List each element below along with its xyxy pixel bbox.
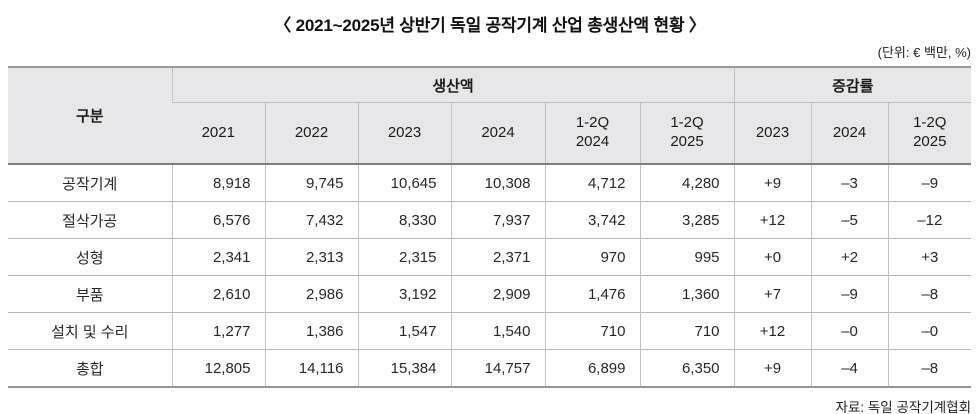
value-cell: 710 [639,312,735,350]
change-cell: +12 [733,201,812,239]
value-cell: 3,285 [639,201,735,239]
value-cell: 4,280 [639,164,735,202]
value-cell: 1,386 [264,312,358,350]
table-row: 총합 12,805 14,116 15,384 14,757 6,899 6,3… [8,349,972,387]
change-cell: –4 [810,349,889,387]
table-row: 절삭가공 6,576 7,432 8,330 7,937 3,742 3,285… [8,201,972,239]
value-cell: 8,330 [357,201,451,239]
page-title: 〈 2021~2025년 상반기 독일 공작기계 산업 총생산액 현황 〉 [274,16,706,35]
value-cell: 1,277 [171,312,265,350]
production-table: 구분 생산액 증감률 2021 2022 2023 2024 1-2Q 2024… [8,66,972,388]
table-header: 구분 생산액 증감률 2021 2022 2023 2024 1-2Q 2024… [8,67,972,164]
table-body: 공작기계 8,918 9,745 10,645 10,308 4,712 4,2… [8,164,972,387]
value-cell: 995 [639,238,735,276]
table-row: 공작기계 8,918 9,745 10,645 10,308 4,712 4,2… [8,164,972,202]
change-cell: +9 [733,349,812,387]
value-cell: 1,476 [544,275,640,313]
year-header: 2024 [810,102,889,164]
change-cell: –9 [887,164,972,202]
value-cell: 6,576 [171,201,265,239]
value-cell: 970 [544,238,640,276]
year-header: 2021 [172,102,265,164]
year-header: 2023 [733,102,812,164]
year-header: 2022 [264,102,358,164]
row-label: 절삭가공 [8,201,172,239]
value-cell: 710 [544,312,640,350]
value-cell: 12,805 [171,349,265,387]
change-cell: –3 [810,164,889,202]
year-header: 2023 [357,102,451,164]
table-row: 부품 2,610 2,986 3,192 2,909 1,476 1,360 +… [8,275,972,313]
value-cell: 2,986 [264,275,358,313]
value-cell: 7,432 [264,201,358,239]
header-year-row: 2021 2022 2023 2024 1-2Q 2024 1-2Q 2025 … [8,102,972,164]
value-cell: 2,315 [357,238,451,276]
value-cell: 10,308 [450,164,545,202]
value-cell: 2,909 [450,275,545,313]
change-cell: –9 [810,275,889,313]
change-cell: –0 [810,312,889,350]
value-cell: 3,192 [357,275,451,313]
change-cell: –8 [887,275,972,313]
row-label: 공작기계 [8,164,172,202]
year-header: 1-2Q 2024 [544,102,640,164]
value-cell: 15,384 [357,349,451,387]
value-cell: 7,937 [450,201,545,239]
value-cell: 2,610 [171,275,265,313]
corner-header: 구분 [8,67,172,164]
year-header: 1-2Q 2025 [639,102,735,164]
value-cell: 6,350 [639,349,735,387]
value-cell: 9,745 [264,164,358,202]
value-cell: 2,313 [264,238,358,276]
change-cell: +2 [810,238,889,276]
table-row: 성형 2,341 2,313 2,315 2,371 970 995 +0 +2… [8,238,972,276]
value-cell: 1,360 [639,275,735,313]
header-group-row: 구분 생산액 증감률 [8,67,972,164]
table-row: 설치 및 수리 1,277 1,386 1,547 1,540 710 710 … [8,312,972,350]
row-label: 부품 [8,275,172,313]
unit-note: (단위: € 백만, %) [877,45,971,60]
change-cell: –12 [887,201,972,239]
source-note: 자료: 독일 공작기계협회 [835,400,971,414]
value-cell: 1,540 [450,312,545,350]
change-cell: +12 [733,312,812,350]
value-cell: 14,116 [264,349,358,387]
value-cell: 2,341 [171,238,265,276]
year-header: 1-2Q 2025 [887,102,972,164]
year-header: 2024 [450,102,545,164]
change-cell: +9 [733,164,812,202]
change-cell: +7 [733,275,812,313]
change-rate-group-header: 증감률 [733,67,972,103]
value-cell: 8,918 [171,164,265,202]
value-cell: 14,757 [450,349,545,387]
value-cell: 2,371 [450,238,545,276]
change-cell: +0 [733,238,812,276]
row-label: 총합 [8,349,172,387]
value-cell: 6,899 [544,349,640,387]
change-cell: –8 [887,349,972,387]
value-cell: 3,742 [544,201,640,239]
row-label: 설치 및 수리 [8,312,172,350]
change-cell: –5 [810,201,889,239]
value-cell: 4,712 [544,164,640,202]
value-cell: 1,547 [357,312,451,350]
production-group-header: 생산액 [171,67,735,103]
value-cell: 10,645 [357,164,451,202]
change-cell: –0 [887,312,972,350]
row-label: 성형 [8,238,172,276]
change-cell: +3 [887,238,972,276]
